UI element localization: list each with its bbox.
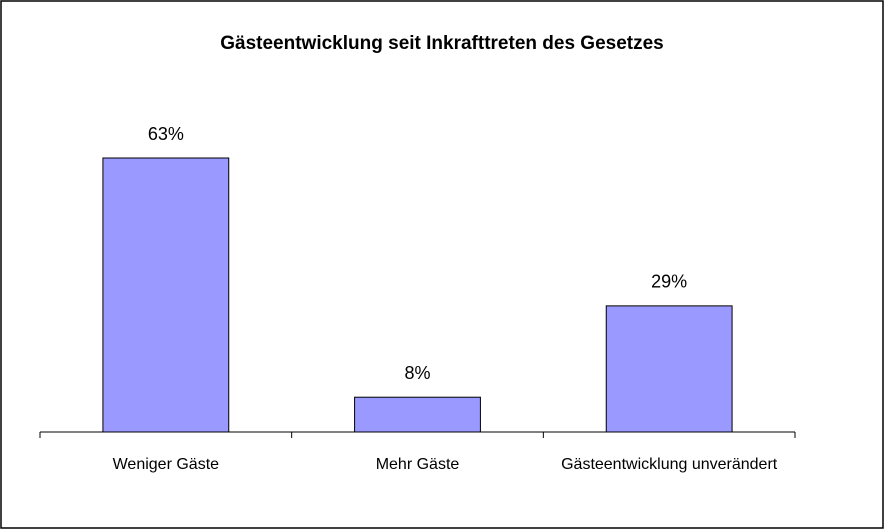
chart-title: Gästeentwicklung seit Inkrafttreten des …: [220, 33, 664, 54]
bar: [605, 305, 733, 433]
x-tick-label: Mehr Gäste: [375, 456, 460, 473]
data-label: 8%: [404, 363, 430, 383]
x-tick-label: Gästeentwicklung unverändert: [561, 456, 778, 473]
bar: [354, 396, 481, 433]
x-tick-label: Weniger Gäste: [112, 456, 220, 473]
bar: [102, 157, 230, 433]
data-label: 63%: [148, 124, 184, 144]
data-label: 29%: [651, 272, 687, 292]
